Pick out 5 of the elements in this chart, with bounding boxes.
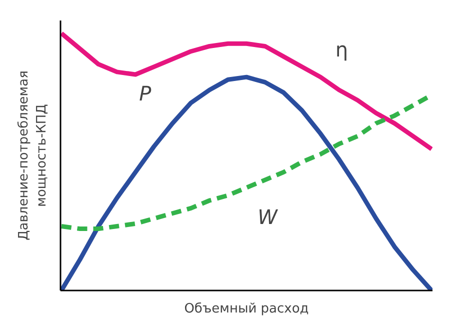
annotation: P bbox=[139, 81, 152, 106]
annotation: W bbox=[258, 204, 279, 229]
y-axis-title: Давление-потребляемая мощность-КПД bbox=[16, 70, 50, 240]
annotation: η bbox=[335, 38, 348, 62]
x-axis-title: Объемный расход bbox=[184, 302, 309, 316]
